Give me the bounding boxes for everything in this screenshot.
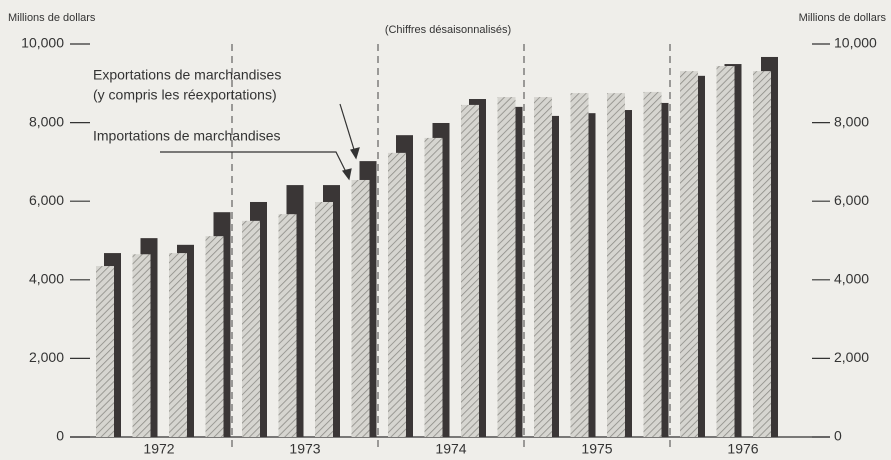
import-bar (607, 93, 625, 437)
import-bar (242, 220, 260, 437)
import-bar (278, 214, 297, 437)
import-bar (315, 201, 333, 437)
import-bar (753, 71, 771, 437)
y-tick-label: 10,000 (21, 35, 64, 51)
legend-exports-note: (y compris les réexportations) (93, 87, 277, 103)
arrow-imports (160, 151, 349, 177)
x-group-label: 1974 (435, 441, 466, 457)
legend-arrows (160, 103, 360, 181)
y2-tick-label: 6,000 (834, 192, 869, 208)
y2-tick-label: 2,000 (834, 349, 869, 365)
x-group-label: 1975 (581, 441, 612, 457)
y2-tick-label: 8,000 (834, 113, 869, 129)
legend-exports: Exportations de marchandises (93, 67, 281, 83)
import-bar (461, 104, 479, 437)
y2-axis-label: Millions de dollars (799, 12, 887, 24)
y2-tick-label: 10,000 (834, 35, 877, 51)
y2-tick-label: 4,000 (834, 271, 869, 287)
import-bar (680, 71, 698, 437)
import-bar (497, 97, 516, 438)
import-bar (205, 236, 224, 437)
import-bar (351, 179, 370, 437)
y-axis-label: Millions de dollars (8, 12, 96, 24)
y-tick-label: 0 (56, 428, 64, 444)
y-tick-label: 2,000 (29, 349, 64, 365)
arrow-head (341, 168, 352, 181)
x-group-label: 1973 (289, 441, 320, 457)
import-bar (643, 91, 662, 438)
arrow-exports (339, 103, 357, 157)
legend-imports: Importations de marchandises (93, 128, 281, 144)
import-bar (570, 93, 589, 437)
import-bar (424, 137, 443, 437)
import-bar (388, 152, 406, 437)
y-tick-label: 6,000 (29, 192, 64, 208)
annotation: (Chiffres désaisonnalisés) (385, 24, 511, 36)
import-bar (96, 266, 114, 437)
y2-tick-label: 0 (834, 428, 842, 444)
import-bar (169, 253, 187, 437)
import-bar (534, 97, 552, 438)
import-bar (716, 66, 735, 438)
x-group-label: 1972 (143, 441, 174, 457)
import-bar (132, 254, 151, 437)
x-group-label: 1976 (727, 441, 758, 457)
arrow-head (350, 147, 360, 160)
y-tick-label: 8,000 (29, 113, 64, 129)
y-tick-label: 4,000 (29, 271, 64, 287)
